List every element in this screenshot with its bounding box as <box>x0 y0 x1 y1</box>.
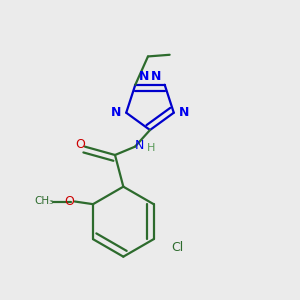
Text: Cl: Cl <box>171 241 183 254</box>
Text: O: O <box>75 138 85 151</box>
Text: CH₃: CH₃ <box>34 196 53 206</box>
Text: O: O <box>64 195 74 208</box>
Text: N: N <box>151 70 161 83</box>
Text: N: N <box>178 106 189 119</box>
Text: N: N <box>134 140 144 152</box>
Text: N: N <box>139 70 149 83</box>
Text: N: N <box>111 106 122 119</box>
Text: H: H <box>147 143 155 153</box>
